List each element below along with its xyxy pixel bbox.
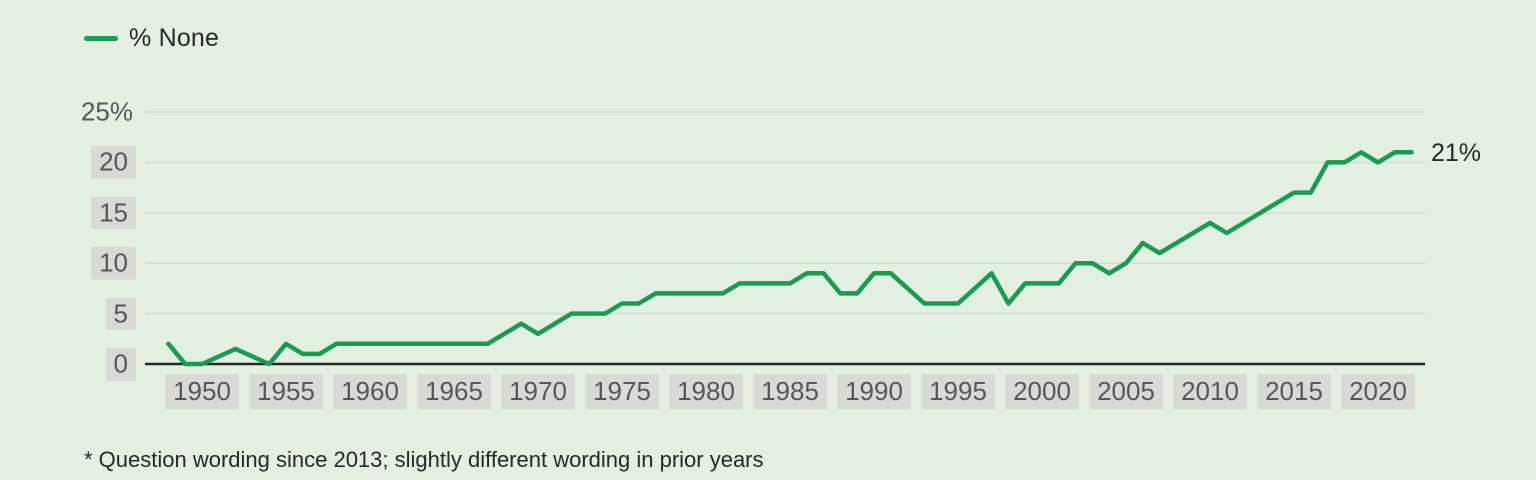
y-axis-label: 20 (36, 146, 136, 179)
x-axis-label: 2005 (1089, 374, 1163, 409)
x-axis-tick-text: 2010 (1173, 374, 1247, 409)
x-axis-label: 1990 (837, 374, 911, 409)
y-axis-tick-text: 0 (105, 347, 136, 381)
y-axis-tick-text: 25% (80, 96, 133, 127)
x-axis-tick-text: 1980 (669, 374, 743, 409)
x-axis-label: 1960 (333, 374, 407, 409)
trend-line-none (166, 150, 1414, 367)
x-axis-tick-text: 2000 (1005, 374, 1079, 409)
chart-legend: % None (84, 24, 219, 53)
legend-label: % None (129, 24, 220, 52)
x-axis-tick-text: 1995 (921, 374, 995, 409)
x-axis-label: 1985 (753, 374, 827, 409)
x-axis-tick-text: 1965 (417, 374, 491, 409)
x-axis-label: 1970 (501, 374, 575, 409)
x-axis-tick-text: 1960 (333, 374, 407, 409)
x-axis-label: 1975 (585, 374, 659, 409)
x-axis-label: 1995 (921, 374, 995, 409)
x-axis-label: 2000 (1005, 374, 1079, 409)
x-axis-label: 1950 (165, 374, 239, 409)
series-end-value-label: 21% (1431, 139, 1482, 167)
x-axis-label: 1965 (417, 374, 491, 409)
y-axis-label: 5 (36, 297, 136, 330)
legend-line-swatch (84, 36, 118, 41)
x-axis-tick-text: 1985 (753, 374, 827, 409)
y-axis-tick-text: 15 (91, 196, 136, 230)
x-axis-tick-text: 1990 (837, 374, 911, 409)
x-axis-tick-text: 1975 (585, 374, 659, 409)
x-axis-label: 2015 (1257, 374, 1331, 409)
y-axis-label: 0 (36, 347, 136, 381)
x-axis-tick-text: 1950 (165, 374, 239, 409)
x-axis-tick-text: 2005 (1089, 374, 1163, 409)
x-axis-label: 1980 (669, 374, 743, 409)
y-axis-label: 15 (36, 196, 136, 230)
x-axis-tick-text: 1955 (249, 374, 323, 409)
x-axis-tick-text: 2015 (1257, 374, 1331, 409)
y-axis-label: 10 (36, 246, 136, 280)
x-axis-label: 2010 (1173, 374, 1247, 409)
x-axis-label: 2020 (1341, 374, 1415, 409)
y-axis-tick-text: 10 (91, 246, 136, 280)
footnote-text: * Question wording since 2013; slightly … (84, 447, 764, 472)
y-axis-label: 25% (36, 96, 136, 129)
x-axis-tick-text: 2020 (1341, 374, 1415, 409)
y-axis-tick-text: 5 (105, 297, 136, 330)
x-axis-tick-text: 1970 (501, 374, 575, 409)
x-axis-label: 1955 (249, 374, 323, 409)
y-axis-tick-text: 20 (91, 146, 136, 179)
